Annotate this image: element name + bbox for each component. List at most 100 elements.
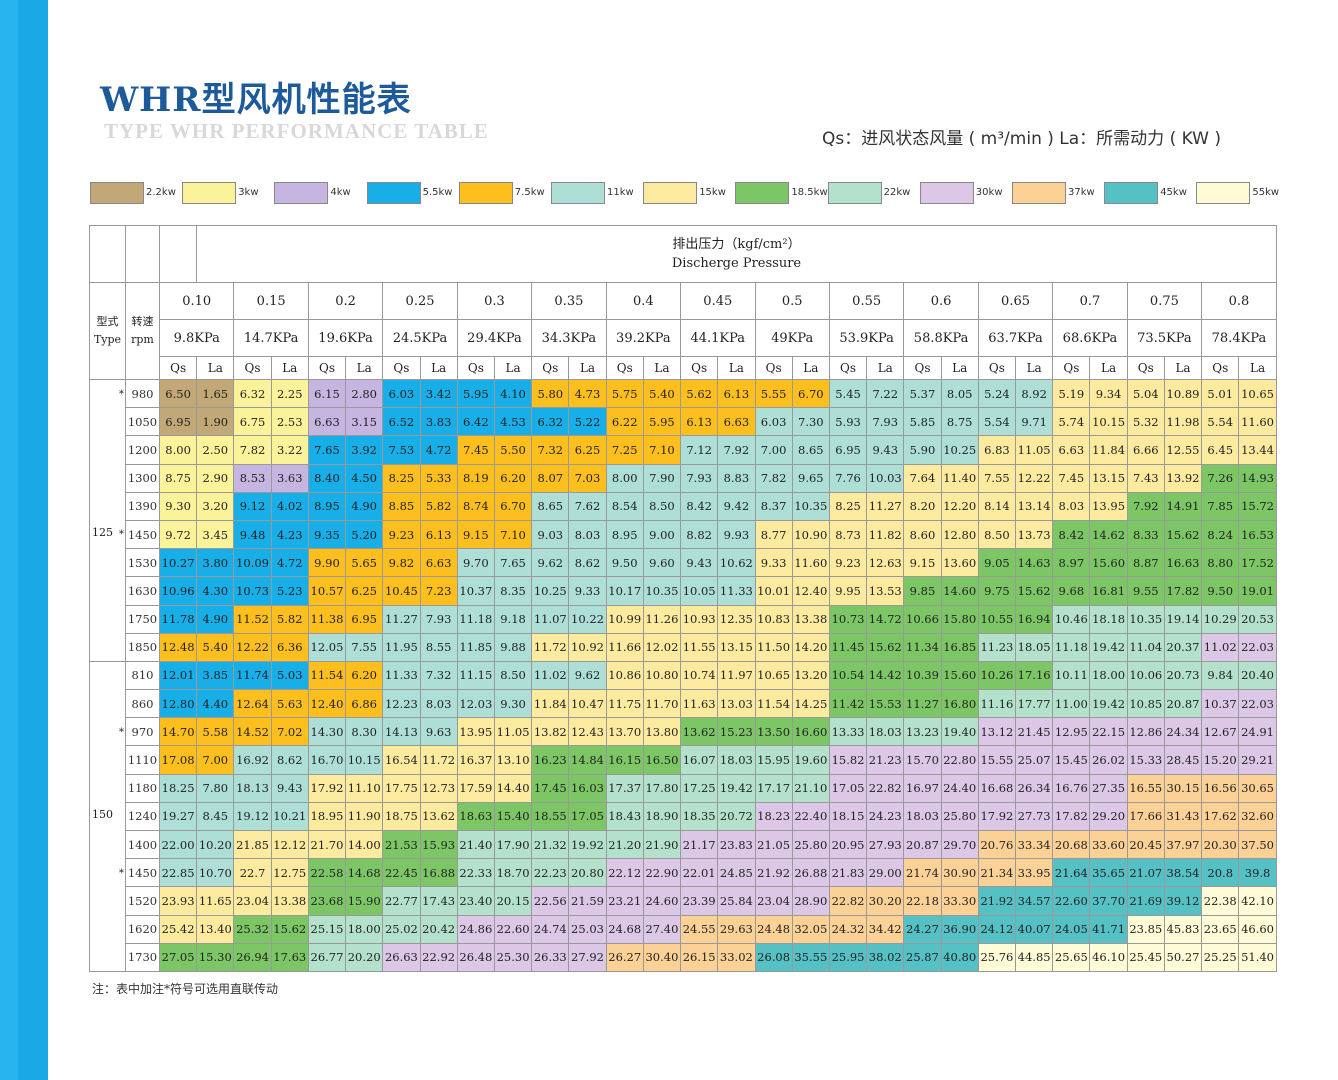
la-cell: 22.80 — [940, 745, 979, 775]
pressure-title: 排出压力（kgf/cm²） Discherge Pressure — [196, 225, 1277, 283]
qs-cell: 8.54 — [605, 491, 644, 521]
la-cell: 7.00 — [196, 745, 235, 775]
qs-cell: 5.01 — [1201, 378, 1240, 409]
qs-header: Qs — [307, 356, 347, 380]
la-cell: 20.87 — [1163, 689, 1203, 719]
qs-cell: 10.83 — [754, 604, 793, 634]
la-cell: 8.50 — [493, 660, 533, 691]
la-cell: 13.44 — [1238, 435, 1277, 465]
qs-cell: 20.76 — [977, 829, 1017, 860]
la-cell: 6.20 — [493, 463, 533, 493]
qs-cell: 11.85 — [456, 632, 495, 662]
rpm-cell: 1730 — [125, 942, 160, 972]
la-cell: 33.30 — [940, 886, 979, 916]
la-cell: 20.80 — [568, 858, 607, 888]
qs-cell: 5.75 — [605, 378, 644, 409]
qs-cell: 17.62 — [1201, 801, 1240, 832]
qs-cell: 24.55 — [680, 914, 719, 944]
la-cell: 9.18 — [493, 604, 533, 634]
la-cell: 27.93 — [866, 829, 905, 860]
legend-swatch — [1012, 182, 1066, 204]
qs-cell: 6.52 — [382, 407, 421, 437]
qs-cell: 8.37 — [754, 491, 793, 521]
qs-cell: 7.32 — [531, 435, 570, 465]
qs-cell: 22.85 — [158, 858, 198, 888]
rpm-cell: 1450 — [125, 519, 160, 550]
qs-cell: 12.01 — [158, 660, 198, 691]
qs-cell: 23.85 — [1126, 914, 1165, 944]
type-cell — [89, 830, 126, 859]
type-cell — [89, 633, 126, 662]
qs-cell: 11.50 — [754, 632, 793, 662]
qs-cell: 15.55 — [977, 745, 1017, 775]
qs-cell: 8.95 — [307, 491, 347, 521]
qs-cell: 21.64 — [1052, 858, 1091, 888]
la-cell: 10.15 — [1089, 407, 1128, 437]
qs-cell: 9.55 — [1126, 576, 1165, 606]
la-cell: 12.40 — [791, 576, 830, 606]
qs-cell: 10.25 — [531, 576, 570, 606]
qs-cell: 6.32 — [233, 378, 272, 409]
la-cell: 4.40 — [196, 689, 235, 719]
la-cell: 20.73 — [1163, 660, 1203, 691]
qs-cell: 6.03 — [754, 407, 793, 437]
qs-cell: 8.97 — [1052, 548, 1091, 578]
la-cell: 12.12 — [270, 829, 309, 860]
la-header: La — [1163, 356, 1203, 380]
la-cell: 3.63 — [270, 463, 309, 493]
la-cell: 24.34 — [1163, 717, 1203, 747]
legend-swatch — [1196, 182, 1251, 204]
legend-swatch — [182, 182, 237, 204]
kpa-header: 29.4KPa — [456, 319, 533, 357]
rpm-header-label: 转速 — [131, 315, 154, 328]
qs-cell: 11.63 — [680, 689, 719, 719]
la-cell: 29.70 — [940, 829, 979, 860]
qs-cell: 6.03 — [382, 378, 421, 409]
la-header: La — [419, 356, 458, 380]
la-cell: 25.30 — [493, 942, 533, 972]
qs-cell: 10.86 — [605, 660, 644, 691]
qs-cell: 10.54 — [828, 660, 868, 691]
la-cell: 6.13 — [419, 519, 458, 550]
header-row-title: 排出压力（kgf/cm²） Discherge Pressure — [89, 225, 1277, 283]
la-cell: 3.80 — [196, 548, 235, 578]
qs-cell: 10.35 — [1126, 604, 1165, 634]
qs-header: Qs — [680, 356, 719, 380]
la-cell: 4.30 — [196, 576, 235, 606]
la-cell: 6.95 — [345, 604, 384, 634]
la-cell: 13.15 — [1089, 463, 1128, 493]
qs-cell: 11.52 — [233, 604, 272, 634]
type-cell — [89, 435, 126, 465]
qs-cell: 15.20 — [1201, 745, 1240, 775]
la-cell: 3.22 — [270, 435, 309, 465]
la-cell: 9.30 — [493, 689, 533, 719]
la-cell: 4.72 — [419, 435, 458, 465]
qs-cell: 6.95 — [828, 435, 868, 465]
la-cell: 7.10 — [493, 519, 533, 550]
table-row: 1530 10.27 3.80 10.09 4.72 9.90 5.65 9.82 6.63 9.… — [89, 548, 1277, 578]
la-cell: 4.23 — [270, 519, 309, 550]
la-cell: 25.80 — [791, 829, 830, 860]
la-cell: 8.50 — [642, 491, 682, 521]
la-cell: 19.01 — [1238, 576, 1277, 606]
table-row: 860 12.80 4.40 12.64 5.63 12.40 6.86 12.23 8.03 1… — [89, 689, 1277, 719]
qs-cell: 6.75 — [233, 407, 272, 437]
la-cell: 37.50 — [1238, 829, 1277, 860]
la-cell: 11.10 — [345, 773, 384, 803]
qs-cell: 13.50 — [754, 717, 793, 747]
qs-cell: 17.75 — [382, 773, 421, 803]
la-cell: 7.90 — [642, 463, 682, 493]
la-cell: 19.14 — [1163, 604, 1203, 634]
qs-cell: 6.22 — [605, 407, 644, 437]
la-cell: 8.62 — [568, 548, 607, 578]
table-row: * 980 6.50 1.65 6.32 2.25 6.15 2.80 6.03 3.42 5.95… — [89, 378, 1277, 409]
type-header: 型式 Type — [89, 282, 126, 380]
qs-cell: 7.92 — [1126, 491, 1165, 521]
la-cell: 5.33 — [419, 463, 458, 493]
la-cell: 7.80 — [196, 773, 235, 803]
type-cell — [89, 915, 126, 944]
qs-cell: 18.43 — [605, 801, 644, 832]
qs-cell: 26.15 — [680, 942, 719, 972]
qs-cell: 17.37 — [605, 773, 644, 803]
la-cell: 6.63 — [419, 548, 458, 578]
